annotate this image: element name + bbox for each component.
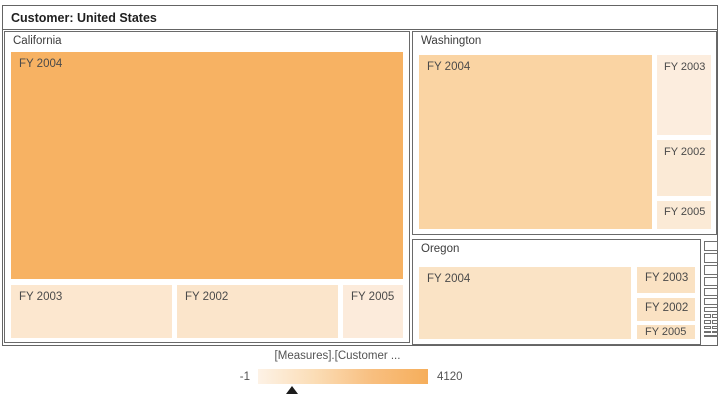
micro-tile[interactable] bbox=[704, 314, 711, 318]
treemap-visual: Customer: United States California FY 20… bbox=[2, 5, 718, 346]
micro-tile[interactable] bbox=[704, 288, 718, 296]
micro-tile[interactable] bbox=[711, 331, 718, 333]
micro-tile[interactable] bbox=[704, 335, 718, 337]
legend-max-label: 4120 bbox=[437, 371, 463, 383]
tile-oregon-fy2003[interactable]: FY 2003 bbox=[637, 267, 695, 293]
legend-min-label: -1 bbox=[239, 371, 250, 383]
group-label: Oregon bbox=[421, 243, 460, 255]
tile-washington-fy2005[interactable]: FY 2005 bbox=[657, 201, 711, 229]
tile-california-fy2002[interactable]: FY 2002 bbox=[177, 285, 338, 338]
micro-tile[interactable] bbox=[704, 326, 711, 329]
tile-california-fy2005[interactable]: FY 2005 bbox=[343, 285, 403, 338]
micro-tile[interactable] bbox=[711, 314, 718, 318]
tile-oregon-fy2005[interactable]: FY 2005 bbox=[637, 325, 695, 339]
tile-washington-fy2004[interactable]: FY 2004 bbox=[419, 55, 652, 229]
legend-gradient-bar bbox=[258, 369, 428, 384]
visual-title: Customer: United States bbox=[3, 6, 717, 30]
micro-tile[interactable] bbox=[704, 241, 718, 251]
micro-tile[interactable] bbox=[704, 277, 718, 286]
tile-oregon-fy2002[interactable]: FY 2002 bbox=[637, 298, 695, 321]
tile-washington-fy2002[interactable]: FY 2002 bbox=[657, 140, 711, 196]
tile-oregon-fy2004[interactable]: FY 2004 bbox=[419, 267, 631, 339]
group-label: California bbox=[13, 35, 62, 47]
tile-california-fy2004[interactable]: FY 2004 bbox=[11, 52, 403, 279]
micro-tile[interactable] bbox=[704, 253, 718, 263]
legend-title: [Measures].[Customer ... bbox=[274, 350, 401, 362]
group-washington[interactable]: Washington FY 2004 FY 2003 FY 2002 FY 20… bbox=[412, 31, 717, 235]
micro-tile[interactable] bbox=[704, 331, 711, 333]
micro-tile[interactable] bbox=[704, 265, 718, 275]
micro-tile[interactable] bbox=[711, 320, 718, 324]
group-oregon[interactable]: Oregon FY 2004 FY 2003 FY 2002 FY 2005 bbox=[412, 239, 701, 345]
group-california[interactable]: California FY 2004 FY 2003 FY 2002 FY 20… bbox=[4, 31, 410, 343]
micro-tile-strip bbox=[704, 241, 718, 339]
tile-california-fy2003[interactable]: FY 2003 bbox=[11, 285, 172, 338]
group-label: Washington bbox=[421, 35, 482, 47]
color-legend: [Measures].[Customer ... -1 4120 bbox=[0, 348, 720, 400]
legend-marker bbox=[286, 386, 298, 394]
tile-washington-fy2003[interactable]: FY 2003 bbox=[657, 55, 711, 135]
micro-tile[interactable] bbox=[704, 320, 711, 324]
micro-tile[interactable] bbox=[711, 326, 718, 329]
micro-tile[interactable] bbox=[704, 307, 718, 312]
micro-tile[interactable] bbox=[704, 298, 718, 305]
treemap-body: California FY 2004 FY 2003 FY 2002 FY 20… bbox=[3, 30, 718, 345]
